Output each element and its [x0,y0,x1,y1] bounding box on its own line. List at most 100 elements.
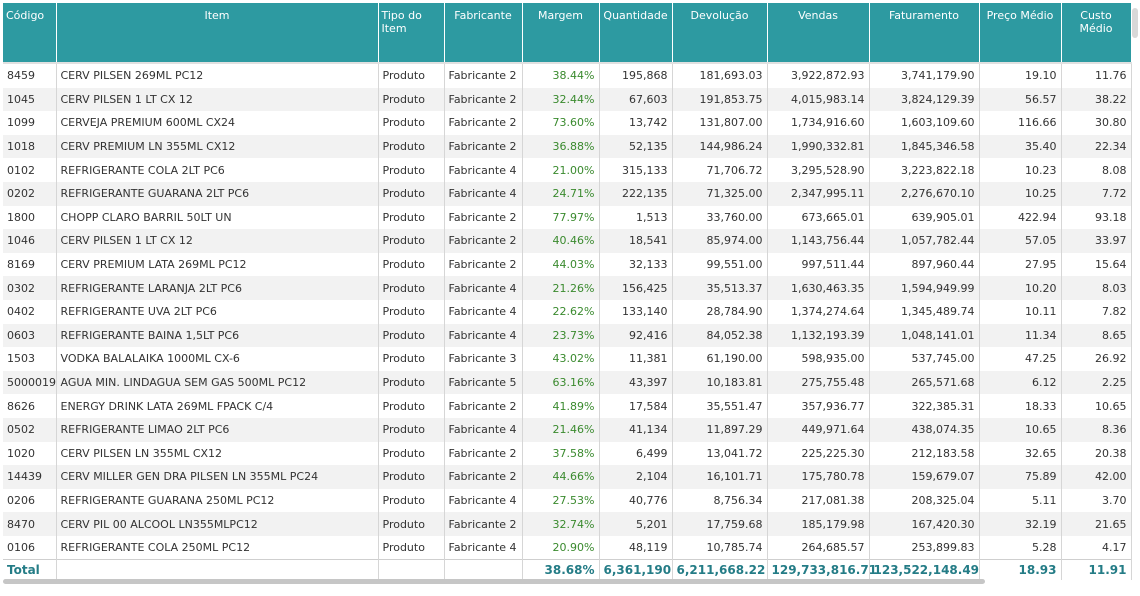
cell-custo-medio: 8.36 [1061,417,1132,442]
cell-preco-medio: 10.65 [979,417,1062,442]
total-row: Total 38.68% 6,361,190 6,211,668.22 129,… [3,559,1132,581]
cell-codigo: 0402 [3,299,57,324]
col-header-codigo[interactable]: Código [3,3,57,63]
cell-margem: 44.03% [522,252,600,277]
col-header-vendas[interactable]: Vendas [767,3,870,63]
cell-custo-medio: 2.25 [1061,370,1132,395]
cell-vendas: 449,971.64 [767,417,870,442]
cell-preco-medio: 57.05 [979,229,1062,253]
table-row[interactable]: 0302 REFRIGERANTE LARANJA 2LT PC6 Produto F… [3,276,1132,300]
col-header-tipo-item[interactable]: Tipo do Item [378,3,445,63]
cell-codigo: 5000019 [3,370,57,395]
col-header-preco-medio[interactable]: Preço Médio [979,3,1062,63]
cell-margem: 32.74% [522,512,600,536]
cell-custo-medio: 26.92 [1061,347,1132,371]
cell-devolucao: 131,807.00 [672,111,768,135]
cell-fabricante: Fabricante 4 [444,158,523,182]
cell-preco-medio: 5.11 [979,488,1062,513]
cell-fabricante: Fabricante 2 [444,229,523,253]
cell-margem: 27.53% [522,488,600,513]
table-row[interactable]: 1020 CERV PILSEN LN 355ML CX12 Produto Fabr… [3,441,1132,466]
table-row[interactable]: 0603 REFRIGERANTE BAINA 1,5LT PC6 Produto F… [3,323,1132,348]
cell-item: VODKA BALALAIKA 1000ML CX-6 [56,347,379,371]
table-row[interactable]: 8459 CERV PILSEN 269ML PC12 Produto Fabrica… [3,62,1132,88]
cell-codigo: 1018 [3,134,57,159]
horizontal-scrollbar[interactable] [3,579,985,584]
cell-custo-medio: 8.65 [1061,323,1132,348]
table-row[interactable]: 0206 REFRIGERANTE GUARANA 250ML PC12 Produ… [3,488,1132,513]
total-custo-medio: 11.91 [1061,559,1132,581]
table-row[interactable]: 5000019 AGUA MIN. LINDAGUA SEM GAS 500ML … [3,370,1132,395]
table-row[interactable]: 1045 CERV PILSEN 1 LT CX 12 Produto Fabrica… [3,87,1132,112]
cell-faturamento: 1,345,489.74 [869,299,980,324]
cell-tipo-item: Produto [378,299,445,324]
cell-item: CERV MILLER GEN DRA PILSEN LN 355ML PC24 [56,465,379,489]
cell-devolucao: 191,853.75 [672,87,768,112]
cell-custo-medio: 33.97 [1061,229,1132,253]
col-header-margem[interactable]: Margem [522,3,600,63]
col-header-custo-medio[interactable]: Custo Médio [1061,3,1132,63]
cell-preco-medio: 27.95 [979,252,1062,277]
cell-item: REFRIGERANTE GUARANA 250ML PC12 [56,488,379,513]
table-row[interactable]: 0106 REFRIGERANTE COLA 250ML PC12 Produto F… [3,535,1132,560]
table-row[interactable]: 1503 VODKA BALALAIKA 1000ML CX-6 Produto Fa… [3,347,1132,371]
cell-custo-medio: 15.64 [1061,252,1132,277]
col-header-fabricante[interactable]: Fabricante [444,3,523,63]
cell-faturamento: 639,905.01 [869,205,980,230]
cell-tipo-item: Produto [378,394,445,418]
col-header-faturamento[interactable]: Faturamento [869,3,980,63]
cell-vendas: 217,081.38 [767,488,870,513]
table-row[interactable]: 1018 CERV PREMIUM LN 355ML CX12 Produto Fab… [3,134,1132,159]
cell-preco-medio: 10.23 [979,158,1062,182]
cell-tipo-item: Produto [378,465,445,489]
cell-devolucao: 28,784.90 [672,299,768,324]
table-row[interactable]: 0102 REFRIGERANTE COLA 2LT PC6 Produto Fabr… [3,158,1132,182]
cell-faturamento: 1,057,782.44 [869,229,980,253]
cell-item: CERV PILSEN 269ML PC12 [56,62,379,88]
cell-margem: 41.89% [522,394,600,418]
cell-codigo: 1099 [3,111,57,135]
cell-item: AGUA MIN. LINDAGUA SEM GAS 500ML PC12 [56,370,379,395]
cell-fabricante: Fabricante 4 [444,417,523,442]
cell-preco-medio: 18.33 [979,394,1062,418]
table-row[interactable]: 1800 CHOPP CLARO BARRIL 50LT UN Produto Fab… [3,205,1132,230]
table-row[interactable]: 8626 ENERGY DRINK LATA 269ML FPACK C/4 Pro… [3,394,1132,418]
cell-devolucao: 13,041.72 [672,441,768,466]
cell-tipo-item: Produto [378,347,445,371]
cell-margem: 44.66% [522,465,600,489]
cell-vendas: 1,374,274.64 [767,299,870,324]
cell-item: CERV PILSEN LN 355ML CX12 [56,441,379,466]
cell-margem: 21.00% [522,158,600,182]
col-header-quantidade[interactable]: Quantidade [599,3,673,63]
table-row[interactable]: 0502 REFRIGERANTE LIMAO 2LT PC6 Produto Fab… [3,417,1132,442]
table-row[interactable]: 1099 CERVEJA PREMIUM 600ML CX24 Produto Fab… [3,111,1132,135]
cell-devolucao: 144,986.24 [672,134,768,159]
table-row[interactable]: 1046 CERV PILSEN 1 LT CX 12 Produto Fabrica… [3,229,1132,253]
cell-item: CHOPP CLARO BARRIL 50LT UN [56,205,379,230]
cell-quantidade: 13,742 [599,111,673,135]
cell-codigo: 1503 [3,347,57,371]
cell-preco-medio: 75.89 [979,465,1062,489]
table-row[interactable]: 8169 CERV PREMIUM LATA 269ML PC12 Produto F… [3,252,1132,277]
cell-vendas: 1,143,756.44 [767,229,870,253]
table-row[interactable]: 0202 REFRIGERANTE GUARANA 2LT PC6 Produto F… [3,181,1132,206]
cell-faturamento: 3,824,129.39 [869,87,980,112]
table-row[interactable]: 0402 REFRIGERANTE UVA 2LT PC6 Produto Fabri… [3,299,1132,324]
vertical-scrollbar[interactable] [1132,8,1138,38]
col-header-devolucao[interactable]: Devolução [672,3,768,63]
table-row[interactable]: 14439 CERV MILLER GEN DRA PILSEN LN 355ML… [3,465,1132,489]
cell-custo-medio: 7.72 [1061,181,1132,206]
cell-faturamento: 208,325.04 [869,488,980,513]
cell-custo-medio: 11.76 [1061,62,1132,88]
cell-vendas: 2,347,995.11 [767,181,870,206]
table-row[interactable]: 8470 CERV PIL 00 ALCOOL LN355MLPC12 Produt… [3,512,1132,536]
cell-faturamento: 438,074.35 [869,417,980,442]
cell-margem: 20.90% [522,535,600,560]
col-header-item[interactable]: Item [56,3,379,63]
cell-quantidade: 52,135 [599,134,673,159]
cell-custo-medio: 42.00 [1061,465,1132,489]
cell-quantidade: 43,397 [599,370,673,395]
cell-custo-medio: 7.82 [1061,299,1132,324]
cell-faturamento: 1,603,109.60 [869,111,980,135]
cell-devolucao: 10,183.81 [672,370,768,395]
